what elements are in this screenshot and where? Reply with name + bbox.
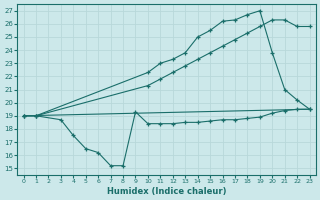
X-axis label: Humidex (Indice chaleur): Humidex (Indice chaleur)	[107, 187, 226, 196]
